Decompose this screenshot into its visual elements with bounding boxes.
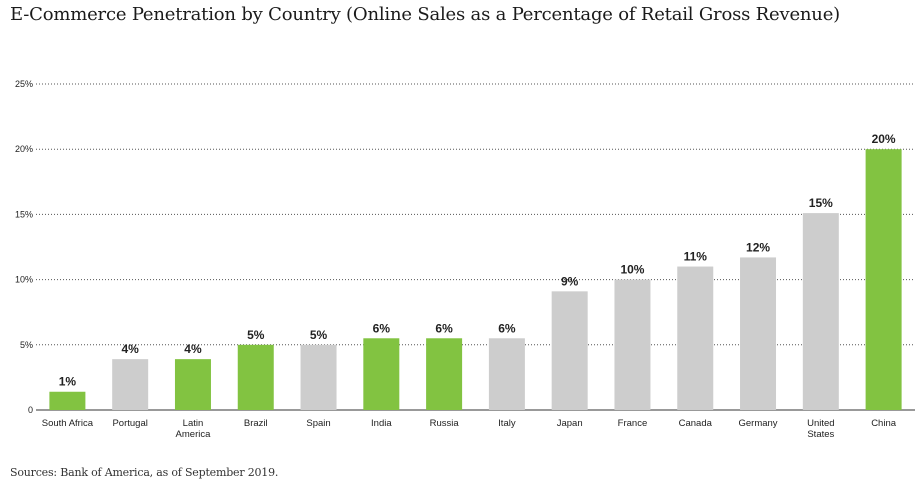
bar	[551, 291, 588, 410]
data-label: 6%	[373, 321, 391, 335]
gridlines	[36, 83, 915, 411]
bar	[174, 359, 211, 410]
category-label: India	[371, 418, 392, 429]
category-label: Canada	[679, 418, 713, 429]
data-label: 12%	[746, 240, 770, 254]
data-label: 6%	[498, 321, 516, 335]
data-labels: 1% 4% 4% 5% 5% 6% 6% 6% 9% 10% 11% 12% 15% 20%	[59, 132, 896, 389]
data-label: 11%	[684, 250, 708, 264]
bar	[112, 359, 149, 410]
y-tick-label: 25%	[15, 79, 33, 89]
category-label: Japan	[557, 418, 583, 429]
category-label: Spain	[306, 418, 330, 429]
category-label: Russia	[430, 418, 460, 429]
category-labels: South Africa Portugal Latin America Brazil Sp…	[42, 418, 897, 440]
y-tick-label: 20%	[15, 144, 33, 154]
bar	[363, 338, 400, 410]
bar	[426, 338, 463, 410]
category-label: China	[871, 418, 897, 429]
category-label: Germany	[738, 418, 777, 429]
bar	[237, 344, 274, 410]
category-label: Brazil	[244, 418, 268, 429]
source-note: Sources: Bank of America, as of Septembe…	[10, 466, 279, 479]
bar	[49, 391, 86, 410]
bar	[865, 149, 902, 410]
category-label: United States	[807, 418, 834, 440]
data-label: 5%	[310, 328, 328, 342]
category-label: France	[618, 418, 648, 429]
bars	[49, 149, 902, 410]
data-label: 6%	[435, 321, 453, 335]
data-label: 1%	[59, 375, 77, 389]
category-label: South Africa	[42, 418, 94, 429]
y-axis-ticks: 0 5% 10% 15% 20% 25%	[15, 79, 33, 415]
category-label: Italy	[498, 418, 516, 429]
data-label: 10%	[620, 263, 644, 277]
data-label: 4%	[184, 342, 202, 356]
y-tick-label: 5%	[20, 340, 33, 350]
y-tick-label: 10%	[15, 275, 33, 285]
category-label: Latin America	[176, 418, 212, 440]
bar	[488, 338, 525, 410]
chart-title: E-Commerce Penetration by Country (Onlin…	[10, 4, 840, 25]
bar	[614, 279, 651, 410]
category-label: Portugal	[112, 418, 147, 429]
bar	[300, 344, 337, 410]
data-label: 9%	[561, 274, 579, 288]
bar	[677, 266, 714, 410]
data-label: 15%	[809, 196, 833, 210]
bar	[740, 257, 777, 410]
data-label: 5%	[247, 328, 265, 342]
bar	[802, 213, 839, 410]
data-label: 20%	[872, 132, 896, 146]
y-tick-label: 0	[28, 405, 33, 415]
data-label: 4%	[122, 342, 140, 356]
y-tick-label: 15%	[15, 209, 33, 219]
